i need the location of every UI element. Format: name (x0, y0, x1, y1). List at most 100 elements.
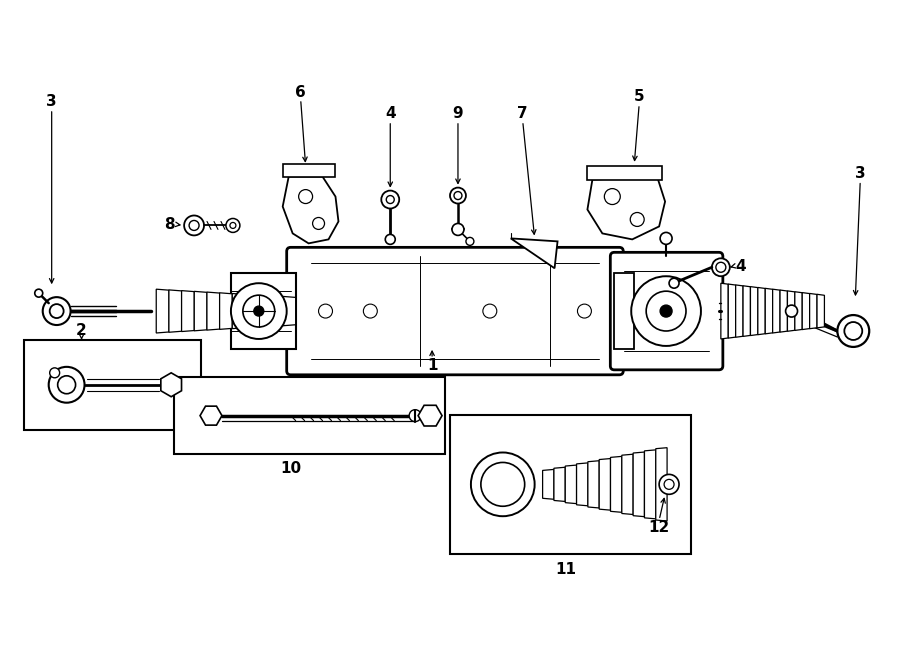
Circle shape (319, 304, 332, 318)
Bar (175, 377, 445, 455)
Polygon shape (182, 291, 194, 332)
Circle shape (184, 215, 204, 235)
Polygon shape (543, 469, 553, 499)
Bar (23, 340, 201, 430)
Text: 3: 3 (47, 95, 57, 110)
Circle shape (452, 223, 464, 235)
Circle shape (716, 262, 725, 272)
Circle shape (386, 196, 394, 204)
Circle shape (254, 306, 264, 316)
Circle shape (410, 410, 421, 422)
Circle shape (481, 463, 525, 506)
Polygon shape (510, 239, 557, 268)
Circle shape (844, 322, 862, 340)
FancyBboxPatch shape (287, 247, 624, 375)
Circle shape (58, 376, 76, 394)
Polygon shape (207, 292, 220, 330)
Polygon shape (622, 454, 633, 514)
Text: 1: 1 (427, 358, 437, 373)
Circle shape (664, 479, 674, 489)
Circle shape (243, 295, 274, 327)
Text: 4: 4 (735, 258, 746, 274)
Circle shape (454, 192, 462, 200)
Text: 7: 7 (518, 106, 528, 122)
Polygon shape (780, 290, 788, 332)
Circle shape (230, 223, 236, 229)
Bar (231, 273, 296, 349)
Circle shape (231, 283, 287, 339)
Circle shape (189, 221, 199, 231)
Circle shape (578, 304, 591, 318)
Polygon shape (200, 406, 222, 425)
Polygon shape (245, 294, 257, 328)
Circle shape (35, 289, 42, 297)
Polygon shape (633, 452, 644, 517)
Polygon shape (554, 467, 565, 502)
Polygon shape (232, 293, 245, 329)
Circle shape (299, 190, 312, 204)
Circle shape (466, 237, 474, 245)
Polygon shape (283, 176, 338, 243)
Polygon shape (169, 290, 182, 332)
Circle shape (49, 367, 85, 403)
Polygon shape (735, 285, 743, 337)
Circle shape (50, 304, 64, 318)
Polygon shape (644, 450, 656, 519)
Polygon shape (765, 288, 772, 334)
Polygon shape (577, 463, 588, 506)
Polygon shape (220, 293, 232, 329)
Text: 8: 8 (164, 217, 175, 232)
Polygon shape (599, 459, 610, 510)
Circle shape (385, 235, 395, 245)
Polygon shape (194, 292, 207, 330)
Circle shape (450, 188, 466, 204)
Text: 12: 12 (649, 520, 670, 535)
Polygon shape (283, 296, 296, 326)
Circle shape (660, 233, 672, 245)
Polygon shape (161, 373, 182, 397)
Polygon shape (788, 291, 795, 331)
Text: 10: 10 (280, 461, 302, 476)
Circle shape (50, 368, 59, 378)
Circle shape (837, 315, 869, 347)
Polygon shape (565, 465, 577, 504)
Circle shape (630, 212, 644, 227)
Circle shape (646, 291, 686, 331)
Polygon shape (772, 289, 780, 333)
Circle shape (712, 258, 730, 276)
Polygon shape (283, 164, 336, 176)
Polygon shape (751, 287, 758, 336)
Circle shape (226, 219, 240, 233)
Text: 6: 6 (295, 85, 306, 100)
Circle shape (312, 217, 325, 229)
Text: 3: 3 (855, 166, 866, 181)
Circle shape (631, 276, 701, 346)
Polygon shape (157, 289, 169, 333)
Circle shape (659, 475, 679, 494)
Polygon shape (817, 294, 824, 328)
Polygon shape (257, 295, 270, 327)
Circle shape (471, 453, 535, 516)
Polygon shape (802, 293, 810, 330)
Text: 2: 2 (76, 323, 87, 338)
Bar (615, 273, 634, 349)
Circle shape (669, 278, 679, 288)
Text: 9: 9 (453, 106, 464, 122)
Polygon shape (656, 447, 667, 521)
Circle shape (382, 190, 400, 208)
Polygon shape (810, 293, 817, 329)
Polygon shape (795, 292, 802, 330)
Circle shape (364, 304, 377, 318)
Polygon shape (270, 295, 283, 327)
Circle shape (42, 297, 70, 325)
Polygon shape (728, 284, 735, 338)
Polygon shape (721, 283, 728, 339)
Bar (450, 414, 691, 554)
Polygon shape (610, 456, 622, 512)
Polygon shape (418, 405, 442, 426)
Text: 11: 11 (555, 563, 576, 578)
Polygon shape (588, 461, 599, 508)
Circle shape (604, 188, 620, 204)
Polygon shape (743, 286, 751, 336)
Polygon shape (588, 176, 665, 239)
